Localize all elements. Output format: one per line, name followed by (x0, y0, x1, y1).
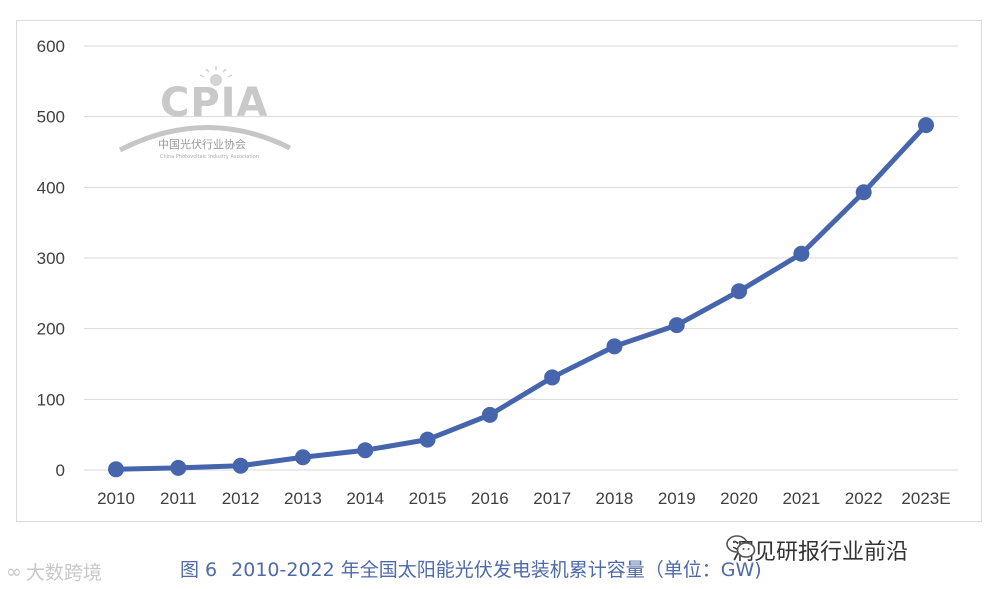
data-point-2011 (170, 459, 187, 476)
watermark-right: 洞见研报行业前沿 (726, 534, 908, 566)
logo-name-en: China Photovoltaic Industry Association (160, 154, 259, 160)
data-point-2020 (731, 283, 748, 300)
watermark-right-text: 洞见研报行业前沿 (732, 540, 909, 565)
x-tick-label: 2010 (97, 489, 135, 508)
figure-label: 图 6 (180, 559, 218, 581)
logo-abbr: CPIA (160, 80, 269, 126)
y-tick-label: 300 (37, 249, 65, 268)
series-line (115, 123, 928, 472)
watermark-left: ∞ 大数跨境 (6, 558, 102, 585)
data-point-2017 (544, 369, 561, 386)
y-tick-label: 200 (37, 320, 65, 339)
x-tick-label: 2023E (901, 489, 950, 508)
data-point-2018 (606, 338, 623, 355)
y-tick-label: 100 (37, 390, 65, 409)
x-tick-label: 2014 (346, 489, 384, 508)
x-tick-label: 2019 (658, 489, 696, 508)
y-tick-label: 500 (37, 108, 65, 127)
y-tick-label: 0 (56, 461, 65, 480)
cpia-logo: CPIA 中国光伏行业协会 China Photovoltaic Industr… (118, 66, 298, 166)
x-tick-label: 2012 (222, 489, 260, 508)
figure-caption-text: 2010-2022 年全国太阳能光伏发电装机累计容量（单位：GW) (231, 559, 762, 581)
data-point-2019 (668, 317, 685, 334)
x-tick-label: 2011 (160, 489, 197, 508)
data-point-2013 (294, 449, 311, 466)
x-tick-label: 2020 (720, 489, 758, 508)
chart-frame (16, 20, 982, 522)
x-tick-label: 2018 (596, 489, 634, 508)
infinity-loop-icon: ∞ (6, 560, 22, 583)
data-point-2010 (108, 461, 124, 478)
figure-caption: 图 6 2010-2022 年全国太阳能光伏发电装机累计容量（单位：GW) (180, 555, 762, 582)
data-point-2016 (481, 406, 498, 423)
data-point-2021 (793, 245, 810, 262)
x-tick-label: 2022 (845, 489, 883, 508)
x-tick-label: 2021 (782, 489, 820, 508)
data-point-2012 (232, 457, 249, 474)
data-point-2023E (918, 117, 934, 134)
y-tick-label: 400 (37, 178, 65, 197)
logo-name-cn: 中国光伏行业协会 (158, 137, 246, 151)
watermark-left-text: 大数跨境 (25, 562, 102, 584)
sun-rays-icon (199, 66, 233, 78)
data-point-2015 (419, 431, 436, 448)
x-tick-label: 2016 (471, 489, 509, 508)
y-tick-label: 600 (37, 37, 65, 56)
data-point-2022 (855, 184, 872, 201)
x-tick-label: 2017 (533, 489, 571, 508)
x-tick-label: 2015 (409, 489, 447, 508)
data-point-2014 (357, 442, 374, 459)
x-tick-label: 2013 (284, 489, 322, 508)
